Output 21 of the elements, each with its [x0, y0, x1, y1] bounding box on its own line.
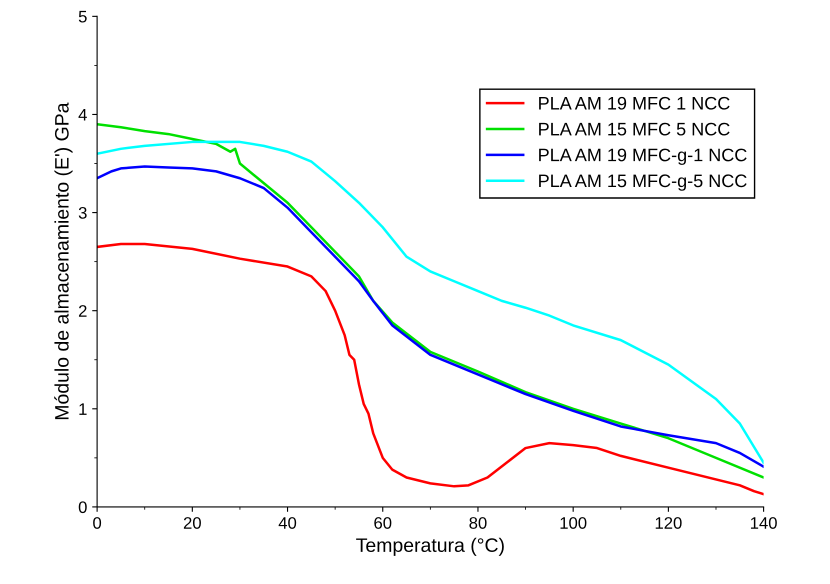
line-series — [97, 242, 764, 496]
x-tick-label: 140 — [750, 517, 777, 529]
y-tick-label: 3 — [78, 206, 87, 219]
x-tick-label: 80 — [469, 517, 487, 529]
x-tick-label: 60 — [374, 517, 392, 529]
x-tick-label: 100 — [560, 517, 586, 529]
legend-label: PLA AM 19 MFC-g-1 NCC — [539, 148, 747, 165]
x-tick-label: 20 — [184, 517, 201, 529]
legend-label: PLA AM 15 MFC 5 NCC — [539, 122, 730, 136]
x-tick-label: 0 — [93, 517, 102, 529]
y-tick-label: 5 — [78, 10, 87, 23]
y-axis-title: Módulo de almacenamiento (E') GPa — [54, 102, 73, 420]
y-tick-label: 0 — [78, 501, 87, 514]
x-tick-label: 120 — [656, 517, 682, 529]
legend-label: PLA AM 15 MFC-g-5 NCC — [539, 174, 747, 191]
x-axis-title: Temperatura (°C) — [356, 538, 504, 556]
x-tick-label: 40 — [278, 517, 296, 529]
legend-label: PLA AM 19 MFC 1 NCC — [539, 96, 730, 110]
y-tick-label: 2 — [78, 305, 87, 317]
y-tick-label: 4 — [78, 109, 87, 121]
y-tick-label: 1 — [79, 403, 87, 415]
